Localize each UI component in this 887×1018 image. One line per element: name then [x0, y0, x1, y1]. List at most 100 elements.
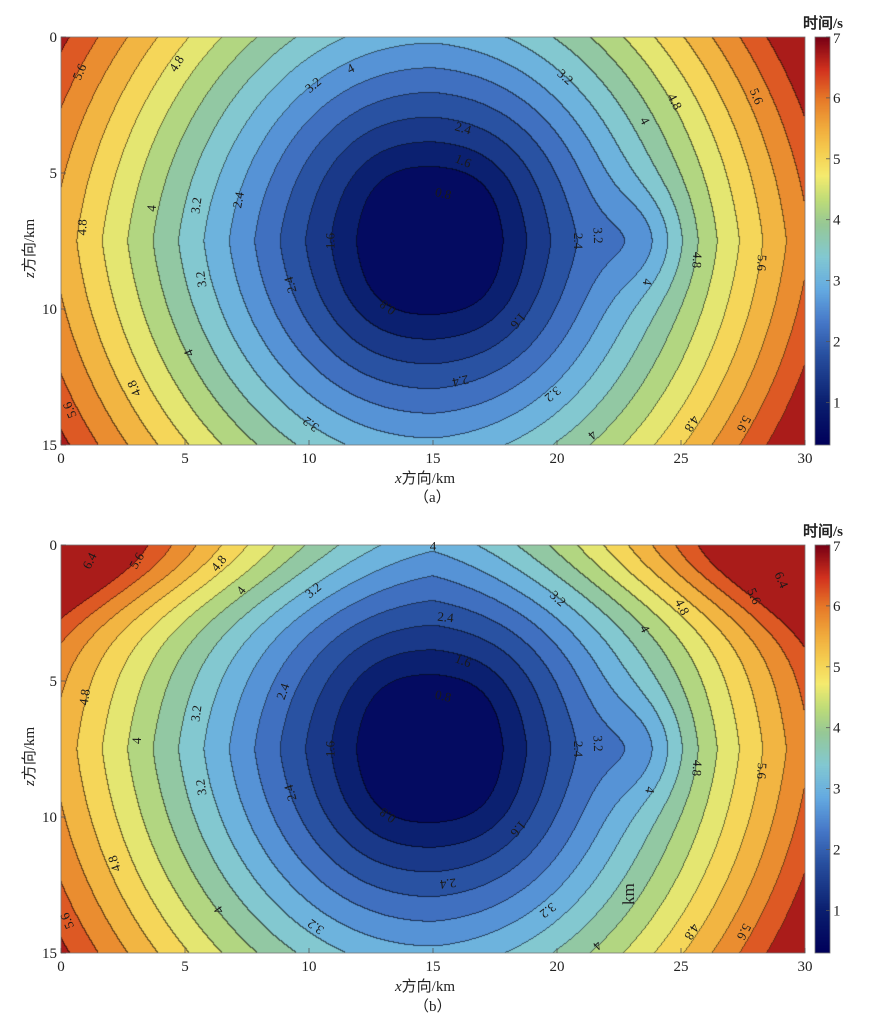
contour-label: 3.2: [537, 900, 559, 922]
contour-label: 5.6: [126, 549, 147, 571]
contour-label: 1.6: [453, 651, 474, 671]
colorbar-tick-label: 6: [833, 91, 841, 107]
contour-label: 4.8: [124, 378, 144, 399]
y-tick-label: 15: [42, 946, 57, 962]
colorbar-tick-label: 1: [833, 903, 841, 919]
contour-label: 1.6: [507, 818, 529, 840]
contour-label: 0.8: [434, 687, 453, 705]
contour-label: 1.6: [322, 740, 337, 757]
contour-label: 4.8: [76, 688, 93, 706]
y-tick-label: 10: [42, 810, 57, 826]
contour-label: 6.4: [79, 550, 100, 572]
contour-label: 3.2: [304, 916, 326, 938]
x-axis-title-a: x方向/km: [395, 467, 455, 488]
contour-label: 2.4: [453, 119, 473, 138]
contour-label: 3.2: [192, 270, 209, 288]
y-tick-label: 0: [50, 538, 58, 554]
x-tick-label: 10: [302, 959, 317, 975]
colorbar-tick-label: 4: [833, 213, 841, 229]
colorbar-a: [815, 37, 830, 445]
x-tick-label: 0: [57, 451, 65, 467]
y-tick-label: 5: [50, 166, 58, 182]
contour-label: 3.2: [187, 196, 204, 214]
stray-km-annotation: km: [619, 883, 638, 905]
x-tick-label: 25: [674, 451, 689, 467]
contour-label: 4.8: [74, 219, 90, 236]
plot-frame: [60, 544, 806, 954]
contour-label: 2.4: [571, 233, 586, 250]
panel-label-a: （a）: [414, 490, 451, 506]
contour-label: 2.4: [229, 190, 247, 209]
contour-label: 4: [642, 786, 658, 795]
contour-label: 3.2: [192, 778, 209, 796]
colorbar-title-a: 时间/s: [803, 16, 844, 32]
colorbar-tick-label: 2: [833, 334, 841, 350]
contour-label: 4: [129, 737, 144, 744]
contour-label: 1.6: [322, 232, 337, 249]
contour-label: 4.8: [105, 854, 124, 874]
contour-label: 3.2: [300, 414, 322, 436]
y-tick-label: 10: [42, 302, 57, 318]
x-axis-var-b: x: [395, 979, 402, 995]
contour-label: 3.2: [547, 587, 569, 609]
contour-label: 3.2: [302, 74, 324, 96]
contour-label: 5.6: [754, 762, 770, 780]
colorbar-tick-label: 2: [833, 842, 841, 858]
y-tick-label: 0: [50, 30, 58, 46]
contour-label: 3.2: [591, 735, 606, 752]
x-tick-label: 5: [181, 959, 189, 975]
panel-b: 0 5 10 15 20 25 30 0 5 10 15 1 2 3 4 5 6 7 6.4 5.6 4.8 4 4 3.2 3…: [0, 508, 887, 1018]
colorbar-tick-label: 5: [833, 660, 841, 676]
contour-label: 4: [210, 903, 226, 917]
contour-label: 1.6: [507, 310, 529, 332]
colorbar-tick-label: 6: [833, 599, 841, 615]
contour-label: 4.8: [689, 251, 705, 268]
contour-label: 0.8: [434, 184, 453, 202]
x-axis-var-a: x: [395, 471, 402, 487]
contour-plot-b: [61, 545, 805, 953]
contour-label: 2.4: [273, 681, 293, 702]
x-tick-label: 10: [302, 451, 317, 467]
contour-label: 4: [143, 204, 159, 213]
x-tick-label: 15: [426, 959, 441, 975]
colorbar-tick-label: 1: [833, 395, 841, 411]
contour-label: 3.2: [187, 704, 204, 722]
x-tick-label: 5: [181, 451, 189, 467]
contour-label: 4: [430, 539, 437, 554]
y-tick-label: 15: [42, 438, 57, 454]
x-axis-label-b: 方向/km: [401, 979, 456, 995]
contour-label: 5.6: [59, 399, 79, 420]
y-axis-label-b: 方向/km: [22, 726, 38, 781]
contour-label: 5.6: [754, 254, 770, 272]
contour-label: 4.8: [681, 921, 702, 943]
overlay-a: 0 5 10 15 20 25 30 0 5 10 15 1 2 3 4 5 6 7 5.6 4.8 4 3.2 3.2 2.…: [42, 30, 841, 467]
contour-label: 0.8: [377, 805, 399, 827]
y-axis-title-b: z方向/km: [18, 727, 39, 786]
contour-label: 2.4: [451, 372, 471, 390]
contour-label: 4.8: [665, 91, 686, 112]
contour-label: 1.6: [453, 151, 474, 171]
contour-label: 0.8: [377, 297, 399, 319]
contour-label: 3.2: [554, 66, 576, 88]
contour-label: 4: [585, 427, 600, 443]
colorbar-tick-label: 3: [833, 782, 841, 798]
contour-label: 5.6: [57, 910, 77, 931]
contour-label: 2.4: [437, 609, 455, 626]
colorbar-title-b: 时间/s: [803, 524, 844, 540]
contour-label: 2.4: [571, 741, 586, 758]
contour-plot-a: [61, 37, 805, 445]
contour-label: 4.8: [208, 552, 230, 574]
colorbar-tick-label: 4: [833, 721, 841, 737]
contour-label: 5.6: [69, 61, 89, 82]
contour-label: 5.6: [734, 921, 755, 943]
colorbar-b: [815, 545, 830, 953]
x-tick-label: 0: [57, 959, 65, 975]
contour-label: 5.6: [734, 413, 755, 435]
panel-label-b: （b）: [414, 999, 452, 1015]
contour-label: 5.6: [747, 86, 767, 107]
contour-label: 6.4: [771, 569, 791, 590]
x-tick-label: 30: [798, 451, 813, 467]
contour-label: 2.4: [281, 275, 300, 295]
contour-label: 3.2: [542, 383, 564, 405]
contour-label: 5.6: [744, 586, 764, 607]
